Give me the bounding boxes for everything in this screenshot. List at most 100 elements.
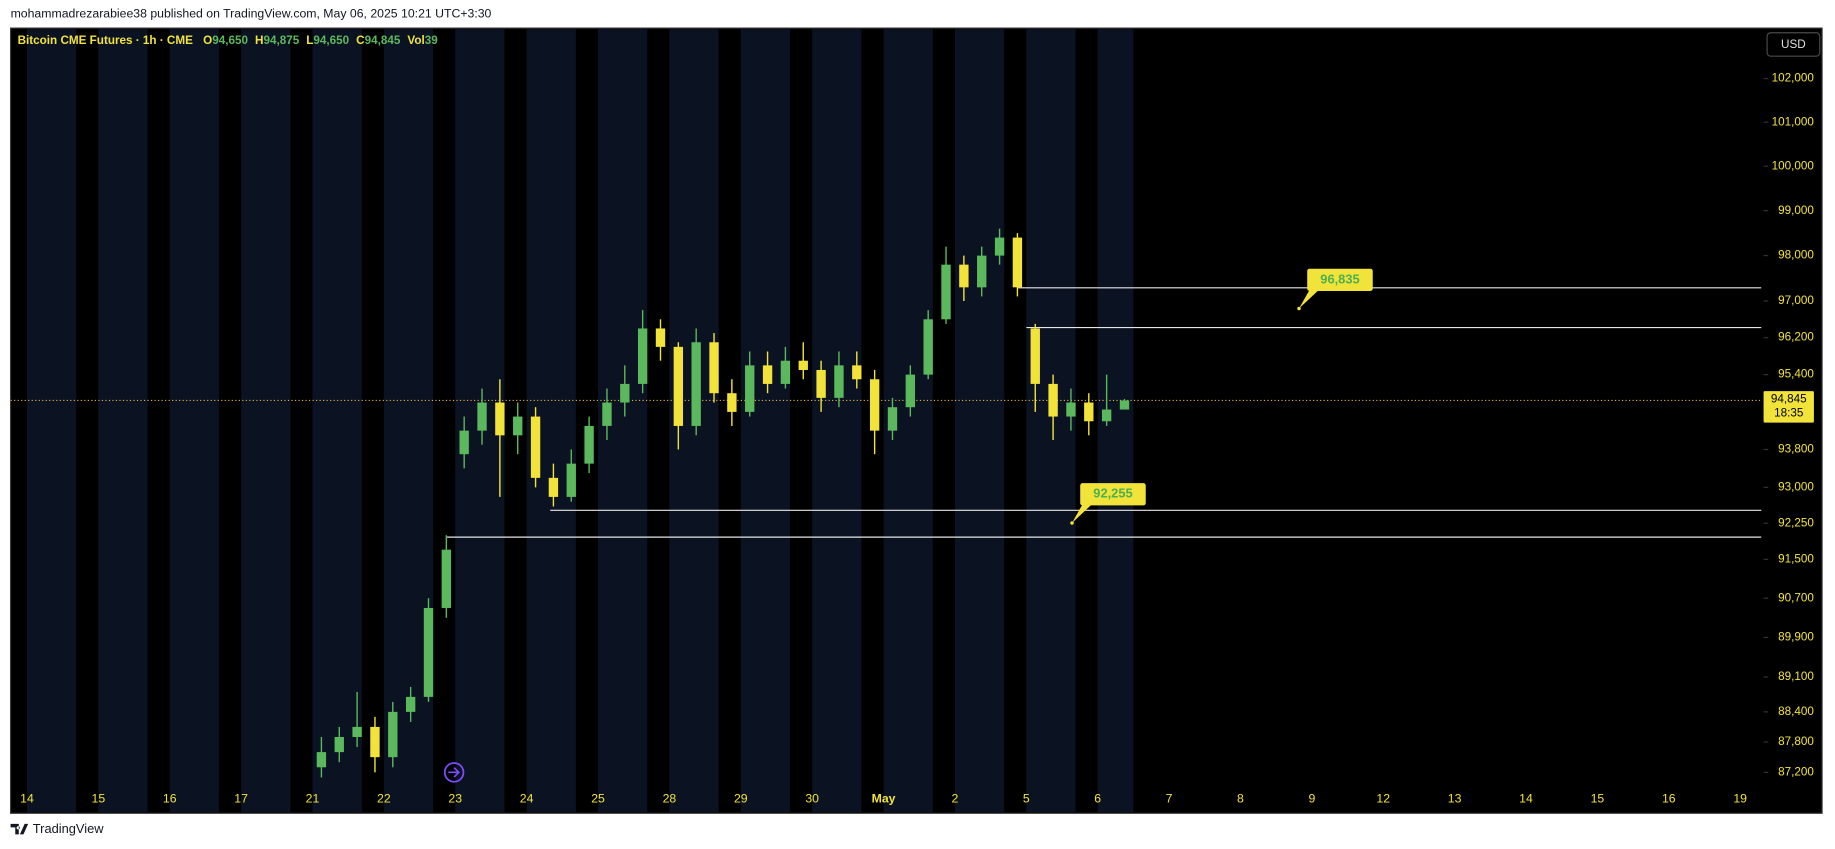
y-tick-label: 99,000 — [1778, 204, 1814, 217]
candle-body — [941, 264, 951, 320]
session-band — [241, 29, 291, 813]
y-tick-label: 89,900 — [1778, 631, 1814, 644]
x-tick-label: 25 — [591, 792, 605, 806]
countdown-label: 18:35 — [1774, 406, 1804, 419]
callout-label: 96,835 — [1320, 271, 1359, 286]
candle-body — [459, 430, 469, 455]
legend-value: 94,650 — [313, 34, 349, 47]
candle-body — [388, 711, 398, 758]
candle-body — [584, 425, 594, 464]
y-tick-label: 102,000 — [1772, 72, 1815, 85]
footer-logo — [10, 823, 29, 835]
candle-body — [1084, 402, 1094, 422]
session-band — [312, 29, 362, 813]
x-tick-label: 12 — [1376, 792, 1390, 806]
x-tick-label: 23 — [448, 792, 462, 806]
x-tick-label: 30 — [805, 792, 819, 806]
x-tick-label: 13 — [1448, 792, 1462, 806]
candle-body — [423, 607, 434, 697]
y-tick-label: 97,000 — [1778, 294, 1814, 307]
legend-value: 94,875 — [263, 34, 299, 47]
y-tick-label: 88,400 — [1778, 705, 1814, 718]
legend-key: Vol — [407, 34, 424, 47]
y-tick-label: 87,800 — [1778, 735, 1814, 748]
x-tick-label: 6 — [1094, 792, 1101, 806]
x-tick-label: 22 — [377, 792, 391, 806]
x-tick-label: 15 — [92, 792, 106, 806]
candle-body — [1012, 237, 1023, 288]
candle-body — [1048, 383, 1058, 417]
candle-body — [1119, 400, 1130, 410]
x-tick-label: 15 — [1591, 792, 1605, 806]
x-tick-label: 8 — [1237, 792, 1244, 806]
candle-body — [1101, 409, 1112, 422]
candle-body — [869, 379, 880, 431]
candle-body — [477, 402, 487, 431]
session-band — [812, 29, 862, 813]
y-tick-label: 91,500 — [1778, 552, 1814, 565]
x-tick-label: 14 — [20, 792, 34, 806]
publish-header: mohammadrezarabiee38 published on Tradin… — [11, 6, 492, 20]
symbol-legend: Bitcoin CME Futures · 1h · CME O94,650 H9… — [18, 34, 439, 47]
callout-label: 92,255 — [1093, 486, 1132, 501]
currency-button[interactable] — [1766, 32, 1821, 57]
candle-body — [1030, 328, 1040, 384]
candle-body — [977, 255, 987, 288]
candle-body — [798, 360, 808, 370]
x-tick-label: 28 — [663, 792, 677, 806]
candle-body — [834, 365, 844, 398]
y-tick-label: 92,250 — [1778, 516, 1814, 529]
candles — [316, 228, 1130, 778]
candle-body — [852, 365, 862, 380]
session-band — [98, 29, 148, 813]
current-price-label: 94,845 — [1771, 392, 1807, 405]
y-tick-label: 100,000 — [1772, 159, 1815, 172]
callout-box — [1080, 483, 1146, 506]
candle-body — [905, 374, 916, 408]
x-tick-label: May — [872, 792, 896, 806]
session-band — [26, 29, 77, 813]
x-tick-label: 29 — [734, 792, 748, 806]
candle-body — [1066, 402, 1076, 417]
legend-value: 39 — [425, 34, 439, 47]
candle-body — [745, 365, 755, 412]
candle-body — [405, 696, 416, 712]
session-bands — [26, 29, 1134, 813]
y-tick-label: 101,000 — [1772, 115, 1815, 128]
currency-label: USD — [1781, 38, 1806, 51]
candle-body — [513, 416, 523, 436]
x-tick-label: 5 — [1023, 792, 1030, 806]
callout-anchor — [1297, 306, 1301, 311]
x-tick-label: 21 — [306, 792, 320, 806]
legend-value: 94,650 — [212, 34, 248, 47]
candle-body — [923, 319, 933, 375]
y-tick-label: 96,200 — [1778, 331, 1814, 344]
replay-icon — [443, 762, 465, 783]
session-band — [1026, 29, 1076, 813]
legend-key: L — [306, 34, 313, 47]
y-tick-label: 93,000 — [1778, 480, 1814, 493]
callout-pointer — [1299, 289, 1319, 309]
y-tick-label: 98,000 — [1778, 249, 1814, 262]
candle-body — [334, 736, 344, 753]
x-tick-label: 16 — [1662, 792, 1676, 806]
current-price-box — [1763, 391, 1814, 423]
candle-body — [816, 369, 826, 398]
footer-brand: TradingView — [33, 821, 104, 836]
candle-body — [655, 328, 666, 347]
x-tick-label: 14 — [1519, 792, 1533, 806]
x-tick-label: 17 — [234, 792, 248, 806]
session-band — [169, 29, 219, 813]
axes: 102,000 101,000 100,000 99,000 98,000 97,000 9… — [20, 72, 1814, 806]
candle-body — [637, 328, 648, 384]
y-tick-label: 87,200 — [1778, 765, 1814, 778]
callout-box — [1307, 268, 1373, 291]
candle-body — [994, 237, 1005, 256]
legend-value: 94,845 — [365, 34, 401, 47]
legend-key: O — [203, 34, 212, 47]
y-tick-label: 89,100 — [1778, 670, 1814, 683]
candle-body — [959, 264, 969, 288]
candle-body — [691, 342, 701, 426]
